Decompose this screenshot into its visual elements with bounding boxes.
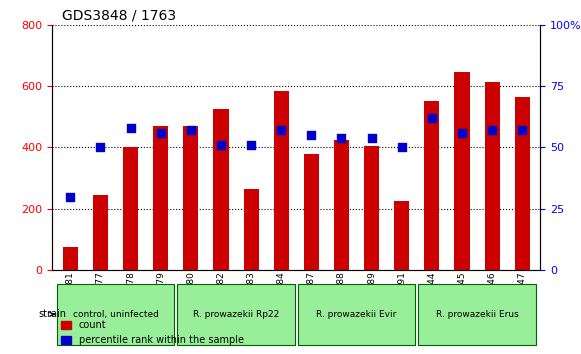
Point [427, 115, 436, 121]
FancyBboxPatch shape [57, 284, 174, 345]
FancyBboxPatch shape [177, 284, 295, 345]
Point [126, 125, 135, 131]
Bar [304, 154, 319, 270]
Bar [243, 189, 259, 270]
FancyBboxPatch shape [418, 284, 536, 345]
Point [66, 194, 75, 199]
Text: GDS3848 / 1763: GDS3848 / 1763 [62, 8, 176, 22]
Bar [364, 146, 379, 270]
Text: R. prowazekii Evir: R. prowazekii Evir [317, 310, 397, 319]
Text: R. prowazekii Erus: R. prowazekii Erus [436, 310, 518, 319]
Point [397, 145, 406, 150]
Bar [485, 81, 500, 270]
Bar [515, 97, 530, 270]
Point [246, 142, 256, 148]
Point [277, 127, 286, 133]
Text: R. prowazekii Rp22: R. prowazekii Rp22 [193, 310, 279, 319]
Bar [123, 148, 138, 270]
Bar [213, 109, 228, 270]
Point [156, 130, 166, 136]
Text: strain: strain [39, 309, 67, 319]
Bar [334, 140, 349, 270]
Bar [274, 91, 289, 270]
Point [187, 127, 196, 133]
Point [96, 145, 105, 150]
Bar [454, 72, 469, 270]
Bar [63, 247, 78, 270]
Bar [424, 102, 439, 270]
Legend: count, percentile rank within the sample: count, percentile rank within the sample [57, 316, 248, 349]
Bar [153, 126, 168, 270]
Bar [93, 195, 108, 270]
Text: control, uninfected: control, uninfected [73, 310, 159, 319]
Point [216, 142, 225, 148]
Point [337, 135, 346, 141]
Point [457, 130, 467, 136]
Point [367, 135, 376, 141]
Bar [184, 126, 198, 270]
Point [307, 132, 316, 138]
Bar [394, 201, 409, 270]
Point [487, 127, 497, 133]
FancyBboxPatch shape [298, 284, 415, 345]
Point [518, 127, 527, 133]
